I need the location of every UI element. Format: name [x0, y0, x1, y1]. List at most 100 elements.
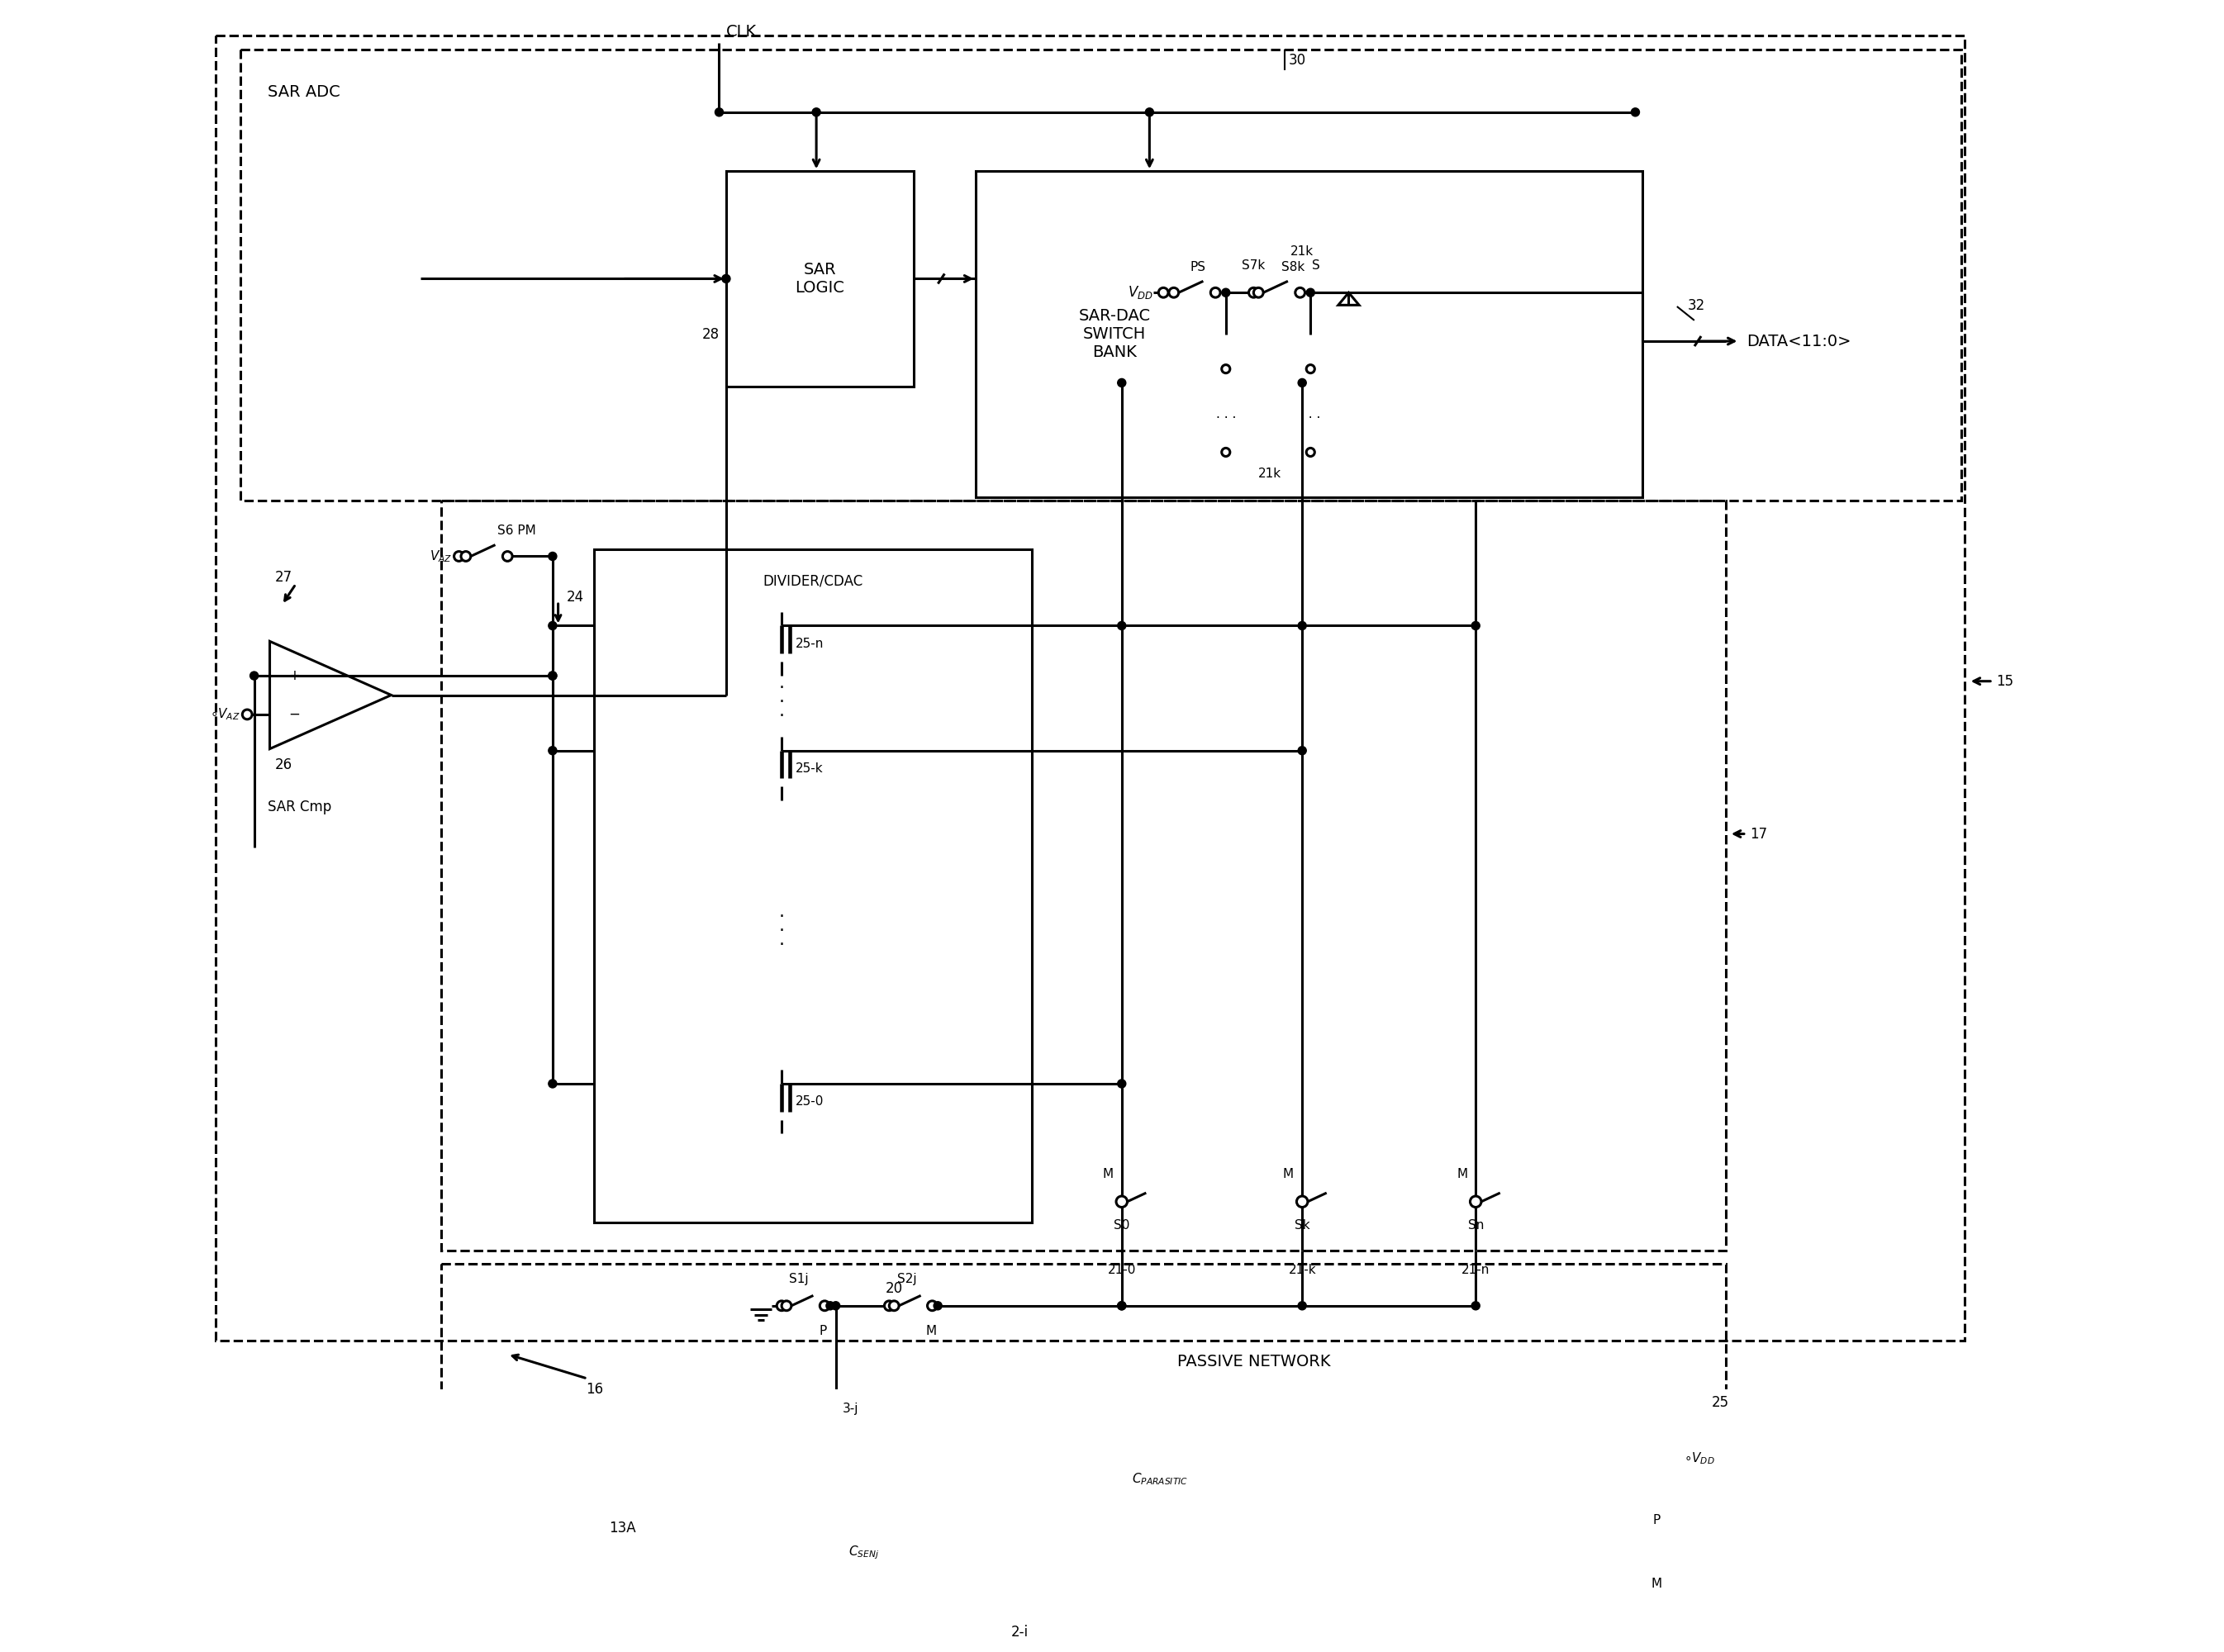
Circle shape: [1116, 1513, 1125, 1521]
Circle shape: [1294, 287, 1305, 297]
Text: M: M: [1457, 1168, 1468, 1180]
Text: S8k: S8k: [1281, 261, 1305, 273]
Text: P: P: [818, 1325, 827, 1338]
Text: S: S: [1312, 259, 1321, 273]
Text: S6 PM: S6 PM: [498, 524, 536, 537]
Circle shape: [1254, 287, 1263, 297]
Circle shape: [1472, 1454, 1479, 1462]
Circle shape: [1116, 1196, 1128, 1208]
Text: 20: 20: [885, 1282, 903, 1297]
Circle shape: [1170, 287, 1179, 297]
Circle shape: [927, 1300, 936, 1310]
Circle shape: [1221, 448, 1230, 456]
Text: $C_{SENj}$: $C_{SENj}$: [847, 1545, 878, 1561]
Circle shape: [1617, 1606, 1626, 1616]
Circle shape: [1116, 621, 1125, 629]
Text: 25-k: 25-k: [796, 763, 823, 775]
Text: 2-i: 2-i: [1010, 1624, 1027, 1639]
Circle shape: [1116, 1079, 1125, 1089]
Circle shape: [1470, 1196, 1481, 1208]
Circle shape: [1145, 107, 1154, 116]
Text: 26: 26: [276, 757, 291, 771]
Text: DATA<11:0>: DATA<11:0>: [1746, 334, 1850, 349]
Bar: [240, 50, 1962, 501]
Circle shape: [549, 672, 556, 681]
Circle shape: [1668, 1606, 1679, 1616]
Text: $V_{DD}$: $V_{DD}$: [1128, 284, 1152, 301]
Text: $\circ V_{AZ}$: $\circ V_{AZ}$: [209, 707, 240, 722]
Text: 27: 27: [276, 570, 291, 585]
Text: −: −: [289, 707, 300, 722]
Text: M: M: [925, 1325, 936, 1338]
Text: Sn: Sn: [1468, 1219, 1483, 1231]
Circle shape: [1116, 1302, 1125, 1310]
Text: 24: 24: [567, 590, 585, 605]
Circle shape: [1248, 287, 1259, 297]
Text: SAR
LOGIC: SAR LOGIC: [794, 261, 845, 296]
Circle shape: [549, 672, 556, 681]
Circle shape: [1221, 365, 1230, 373]
Circle shape: [832, 1513, 841, 1521]
Text: 21-k: 21-k: [1288, 1264, 1317, 1277]
Circle shape: [1210, 287, 1221, 297]
Circle shape: [812, 107, 821, 116]
Circle shape: [1305, 289, 1314, 297]
Text: PS: PS: [1190, 261, 1205, 273]
Circle shape: [1617, 1454, 1626, 1462]
Text: $\circ V_{DD}$: $\circ V_{DD}$: [1684, 1450, 1715, 1465]
Circle shape: [1472, 1302, 1479, 1310]
Circle shape: [723, 274, 729, 282]
Text: 30: 30: [1288, 53, 1305, 68]
Circle shape: [1159, 287, 1168, 297]
Text: SAR Cmp: SAR Cmp: [269, 800, 331, 814]
Circle shape: [1299, 378, 1305, 387]
Circle shape: [242, 710, 251, 719]
Text: ·
·
·: · · ·: [778, 681, 785, 724]
Circle shape: [249, 672, 258, 681]
Circle shape: [549, 1079, 556, 1089]
Circle shape: [1305, 365, 1314, 373]
Circle shape: [714, 107, 723, 116]
Text: 21-0: 21-0: [1108, 1264, 1136, 1277]
Bar: [594, 550, 1032, 1222]
Text: 32: 32: [1688, 299, 1706, 314]
Text: SAR-DAC
SWITCH
BANK: SAR-DAC SWITCH BANK: [1079, 309, 1150, 360]
Circle shape: [1617, 1454, 1626, 1464]
Text: 15: 15: [1997, 674, 2013, 689]
Circle shape: [934, 1302, 943, 1310]
Text: S1j: S1j: [790, 1272, 810, 1285]
Circle shape: [454, 552, 465, 562]
Bar: [678, 1472, 954, 1652]
Circle shape: [1221, 289, 1230, 297]
Text: 25: 25: [1712, 1396, 1728, 1411]
Text: PASSIVE NETWORK: PASSIVE NETWORK: [1176, 1353, 1330, 1370]
Bar: [725, 172, 914, 387]
Circle shape: [781, 1300, 792, 1310]
Text: DIVIDER/CDAC: DIVIDER/CDAC: [763, 573, 863, 588]
Text: . . .: . . .: [1301, 408, 1321, 420]
Circle shape: [832, 1302, 841, 1310]
Text: 13A: 13A: [609, 1520, 636, 1535]
Text: ·
·
·: · · ·: [1299, 826, 1305, 871]
Text: ·
·
·: · · ·: [1472, 826, 1479, 871]
Text: S2j: S2j: [896, 1272, 916, 1285]
Text: 17: 17: [1750, 826, 1768, 841]
Text: M: M: [1283, 1168, 1294, 1180]
Circle shape: [1116, 378, 1125, 387]
Circle shape: [460, 552, 471, 562]
Circle shape: [503, 552, 512, 562]
Circle shape: [549, 747, 556, 755]
Text: 21k: 21k: [1290, 246, 1314, 258]
Text: 25-0: 25-0: [796, 1095, 823, 1108]
Text: 16: 16: [585, 1383, 603, 1398]
Circle shape: [821, 1300, 830, 1310]
Text: $V_{AZ}$: $V_{AZ}$: [429, 548, 451, 563]
Text: S0: S0: [1114, 1219, 1130, 1231]
Circle shape: [1297, 1196, 1308, 1208]
Circle shape: [1116, 1302, 1125, 1310]
Text: +: +: [289, 669, 300, 684]
Text: 21-n: 21-n: [1461, 1264, 1490, 1277]
Circle shape: [1472, 621, 1479, 629]
Circle shape: [776, 1300, 787, 1310]
Circle shape: [825, 1302, 834, 1310]
